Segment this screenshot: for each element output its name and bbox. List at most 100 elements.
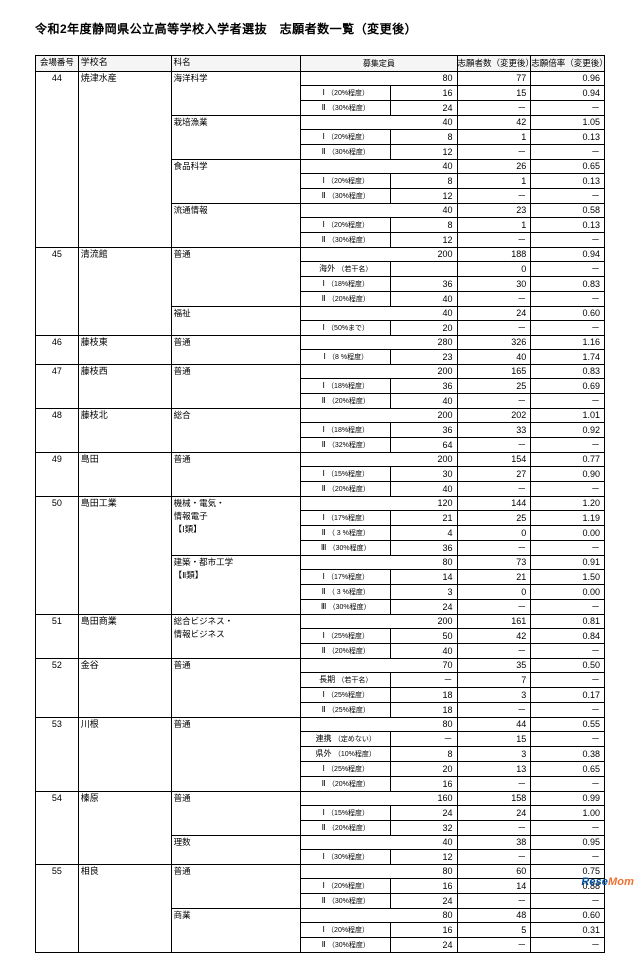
cell-venue: 52 — [36, 659, 79, 718]
cell-applicants: 158 — [457, 792, 531, 806]
cell-applicants: 38 — [457, 836, 531, 850]
cell-subject: 普通 — [171, 453, 301, 497]
cell-applicants: 0 — [457, 262, 531, 277]
cell-school: 島田 — [78, 453, 171, 497]
cell-venue: 46 — [36, 336, 79, 365]
cell-applicants: 23 — [457, 204, 531, 218]
cell-capacity: 18 — [391, 703, 457, 718]
th-capacity: 募集定員 — [301, 56, 457, 72]
cell-venue: 49 — [36, 453, 79, 497]
cell-slot: Ⅰ （15%程度） — [301, 806, 391, 821]
cell-applicants: 24 — [457, 806, 531, 821]
cell-applicants: － — [457, 101, 531, 116]
cell-capacity: 70 — [301, 659, 457, 673]
cell-rate: － — [531, 600, 605, 615]
cell-applicants: 44 — [457, 718, 531, 732]
cell-venue: 45 — [36, 248, 79, 336]
cell-capacity: 40 — [391, 394, 457, 409]
cell-subject: 流通情報 — [171, 204, 301, 248]
table-row: 52金谷普通70350.50 — [36, 659, 605, 673]
cell-slot: 連携 （定めない） — [301, 732, 391, 747]
cell-slot: Ⅱ （30%程度） — [301, 189, 391, 204]
cell-slot: Ⅰ （20%程度） — [301, 130, 391, 145]
cell-slot: Ⅰ （20%程度） — [301, 174, 391, 189]
cell-subject: 普通 — [171, 365, 301, 409]
cell-applicants: － — [457, 894, 531, 909]
cell-slot: Ⅰ （18%程度） — [301, 277, 391, 292]
cell-capacity: 24 — [391, 600, 457, 615]
cell-capacity: 80 — [301, 72, 457, 86]
cell-rate: － — [531, 821, 605, 836]
cell-subject: 栽培漁業 — [171, 116, 301, 160]
cell-rate: 0.81 — [531, 615, 605, 629]
cell-rate: 0.83 — [531, 277, 605, 292]
cell-slot: Ⅱ （ 3 %程度） — [301, 585, 391, 600]
cell-capacity: 200 — [301, 365, 457, 379]
cell-rate: 0.50 — [531, 659, 605, 673]
cell-capacity: 24 — [391, 101, 457, 116]
cell-slot: 県外 （10%程度） — [301, 747, 391, 762]
cell-rate: 0.00 — [531, 585, 605, 600]
cell-capacity: 40 — [301, 836, 457, 850]
cell-capacity: 24 — [391, 894, 457, 909]
cell-capacity: 80 — [301, 556, 457, 570]
cell-applicants: － — [457, 541, 531, 556]
cell-slot: Ⅱ （30%程度） — [301, 101, 391, 116]
cell-capacity: 8 — [391, 747, 457, 762]
cell-subject: 建築・都市工学【Ⅱ類】 — [171, 556, 301, 615]
cell-applicants: 7 — [457, 673, 531, 688]
cell-applicants: － — [457, 438, 531, 453]
cell-applicants: 24 — [457, 307, 531, 321]
cell-capacity: 24 — [391, 938, 457, 953]
cell-capacity: 40 — [391, 482, 457, 497]
cell-rate: － — [531, 262, 605, 277]
watermark: ReseMom — [581, 876, 634, 888]
cell-subject: 理数 — [171, 836, 301, 865]
cell-rate: 0.65 — [531, 762, 605, 777]
cell-school: 清流館 — [78, 248, 171, 336]
table-header-row: 会場番号 学校名 科名 募集定員 志願者数（変更後） 志願倍率（変更後） — [36, 56, 605, 72]
cell-rate: － — [531, 732, 605, 747]
cell-slot: Ⅱ （20%程度） — [301, 292, 391, 307]
th-applicants: 志願者数（変更後） — [457, 56, 531, 72]
page-title: 令和2年度静岡県公立高等学校入学者選抜 志願者数一覧（変更後） — [35, 20, 605, 37]
cell-applicants: － — [457, 233, 531, 248]
cell-rate: 0.95 — [531, 836, 605, 850]
cell-applicants: － — [457, 703, 531, 718]
cell-slot: Ⅱ （32%程度） — [301, 438, 391, 453]
cell-applicants: 326 — [457, 336, 531, 350]
document-page: 令和2年度静岡県公立高等学校入学者選抜 志願者数一覧（変更後） 会場番号 学校名… — [0, 0, 640, 963]
cell-rate: 0.00 — [531, 526, 605, 541]
cell-rate: － — [531, 703, 605, 718]
cell-capacity: 40 — [301, 116, 457, 130]
cell-slot: Ⅰ （25%程度） — [301, 688, 391, 703]
cell-applicants: 48 — [457, 909, 531, 923]
cell-applicants: 15 — [457, 86, 531, 101]
cell-rate: － — [531, 233, 605, 248]
cell-applicants: － — [457, 644, 531, 659]
table-row: 55相良普通80600.75 — [36, 865, 605, 879]
cell-capacity: 280 — [301, 336, 457, 350]
cell-slot: Ⅱ （25%程度） — [301, 703, 391, 718]
cell-school: 川根 — [78, 718, 171, 792]
cell-slot: Ⅱ （20%程度） — [301, 394, 391, 409]
cell-capacity: 80 — [301, 865, 457, 879]
cell-subject: 総合 — [171, 409, 301, 453]
cell-capacity: 12 — [391, 850, 457, 865]
cell-capacity: 80 — [301, 909, 457, 923]
table-row: 54榛原普通1601580.99 — [36, 792, 605, 806]
cell-subject: 総合ビジネス・情報ビジネス — [171, 615, 301, 659]
th-rate: 志願倍率（変更後） — [531, 56, 605, 72]
cell-capacity: 36 — [391, 541, 457, 556]
table-row: 51島田商業総合ビジネス・情報ビジネス2001610.81 — [36, 615, 605, 629]
cell-rate: 0.17 — [531, 688, 605, 703]
cell-rate: － — [531, 189, 605, 204]
cell-capacity: 16 — [391, 86, 457, 101]
cell-slot: Ⅰ （18%程度） — [301, 379, 391, 394]
cell-rate: 0.84 — [531, 629, 605, 644]
cell-applicants: 35 — [457, 659, 531, 673]
cell-applicants: 30 — [457, 277, 531, 292]
cell-slot: Ⅱ （20%程度） — [301, 482, 391, 497]
cell-school: 相良 — [78, 865, 171, 953]
cell-slot: Ⅰ （25%程度） — [301, 762, 391, 777]
